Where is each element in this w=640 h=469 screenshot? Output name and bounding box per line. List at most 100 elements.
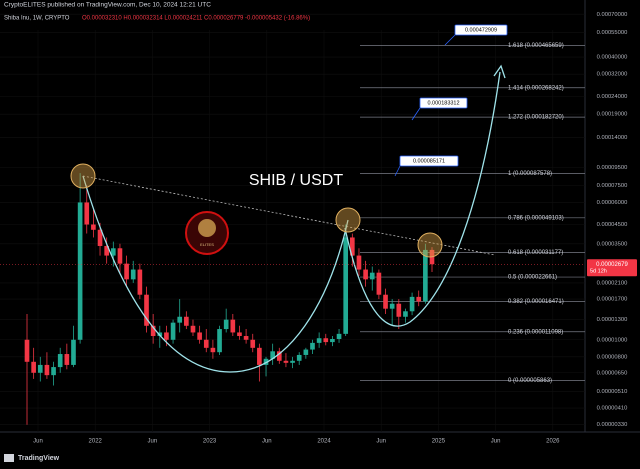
logo-text: ELITES	[200, 242, 214, 247]
price-tag	[587, 259, 637, 277]
callout-pointer	[411, 107, 421, 121]
candle-body	[276, 351, 282, 361]
x-tick-label: 2024	[317, 439, 331, 445]
y-tick-label: 0.00000510	[597, 389, 628, 395]
candle-body	[124, 263, 129, 280]
candle-body	[24, 339, 30, 362]
highlight-circle	[70, 163, 96, 189]
candle-body	[164, 332, 169, 340]
candle-body	[343, 237, 349, 334]
candle-body	[64, 354, 70, 365]
x-tick-label: Jun	[491, 439, 501, 445]
fib-label: 0.5 (0.000022661)	[508, 275, 557, 281]
ohlc: O0.000032310 H0.000032314 L0.000024211 C…	[82, 16, 310, 22]
candle-body	[104, 245, 109, 256]
x-tick-label: 2025	[432, 439, 446, 445]
cup-curve	[82, 175, 349, 373]
candle-body	[257, 347, 262, 365]
candle-body	[316, 338, 322, 343]
y-tick-label: 0.00040000	[597, 55, 628, 61]
candle-body	[31, 361, 36, 373]
candle-body	[184, 316, 189, 326]
candle-body	[237, 332, 242, 337]
trend-line	[82, 175, 496, 256]
grid	[0, 13, 585, 432]
y-tick-label: 0.00070000	[597, 12, 628, 18]
candle-body	[144, 294, 149, 326]
candle-body	[230, 319, 236, 333]
y-tick-label: 0.00006000	[597, 200, 628, 206]
candle-body	[350, 237, 355, 256]
footer-icon	[4, 454, 14, 462]
candle-body	[97, 229, 103, 246]
callout-box	[454, 24, 508, 36]
candle-body	[330, 338, 335, 343]
callout-label: 0.000472909	[465, 27, 497, 33]
candle-body	[376, 272, 382, 295]
y-tick-label: 0.00000800	[597, 354, 628, 360]
footer: TradingView	[18, 455, 60, 462]
fib-label: 0.618 (0.000031177)	[508, 250, 563, 256]
candle-body	[369, 272, 375, 280]
header: CryptoELITES published on TradingView.co…	[4, 2, 211, 9]
arrow-head	[493, 64, 506, 79]
candle-body	[389, 303, 395, 309]
candle-body	[403, 311, 408, 317]
candle-body	[130, 269, 136, 280]
fib-label: 0.786 (0.000049103)	[508, 215, 564, 221]
candle-body	[363, 269, 368, 280]
candle-body	[91, 224, 96, 230]
y-tick-label: 0.00001000	[597, 337, 628, 343]
candles	[24, 173, 435, 425]
y-tick-label: 0.00001300	[597, 317, 628, 323]
fib-label: 0 (0.000005863)	[508, 378, 552, 384]
candle-body	[190, 325, 196, 333]
candle-body	[71, 339, 76, 365]
candle-body	[117, 248, 123, 264]
candle-body	[57, 354, 63, 368]
candle-body	[290, 360, 295, 363]
y-tick-label: 0.00032000	[597, 72, 628, 78]
y-tick-label: 0.00024000	[597, 94, 628, 100]
y-tick-label: 0.00009500	[597, 165, 628, 171]
candle-body	[203, 339, 209, 348]
x-tick-label: Jun	[33, 439, 43, 445]
x-tick-label: Jun	[262, 439, 272, 445]
candle-body	[303, 349, 309, 355]
callout-label: 0.000085171	[413, 158, 445, 164]
candle-body	[217, 329, 222, 353]
y-tick-label: 0.00055000	[597, 30, 628, 36]
x-tick-label: 2023	[203, 439, 217, 445]
callout-pointer	[444, 34, 456, 46]
price-tag-label: 0.00002679	[596, 262, 628, 268]
candle-body	[263, 358, 269, 365]
candle-body	[250, 339, 256, 348]
x-tick-label: Jun	[148, 439, 158, 445]
fib-label: 1.414 (0.000268242)	[508, 85, 564, 91]
candle-body	[423, 249, 428, 302]
highlight-circle	[335, 207, 361, 233]
candle-body	[210, 347, 216, 353]
candle-body	[110, 248, 116, 256]
y-tick-label: 0.00000330	[597, 422, 628, 428]
chart-title: SHIB / USDT	[249, 172, 343, 189]
logo-lion	[198, 219, 216, 237]
symbol: Shiba Inu, 1W, CRYPTO	[4, 16, 70, 22]
y-tick-label: 0.00007500	[597, 183, 628, 189]
candle-body	[383, 294, 388, 309]
fib-label: 1.618 (0.000465659)	[508, 43, 564, 49]
x-tick-label: 2026	[546, 439, 560, 445]
candle-body	[243, 336, 249, 340]
candle-body	[177, 316, 183, 323]
y-tick-label: 0.00014000	[597, 135, 628, 141]
callout-box	[419, 97, 468, 109]
y-tick-label: 0.00001700	[597, 297, 628, 303]
projection-curve	[344, 71, 501, 327]
fib-label: 1 (0.000087578)	[508, 171, 552, 177]
candle-body	[409, 296, 415, 312]
y-tick-label: 0.00000410	[597, 406, 628, 412]
candle-body	[310, 342, 315, 350]
candle-body	[336, 333, 342, 339]
